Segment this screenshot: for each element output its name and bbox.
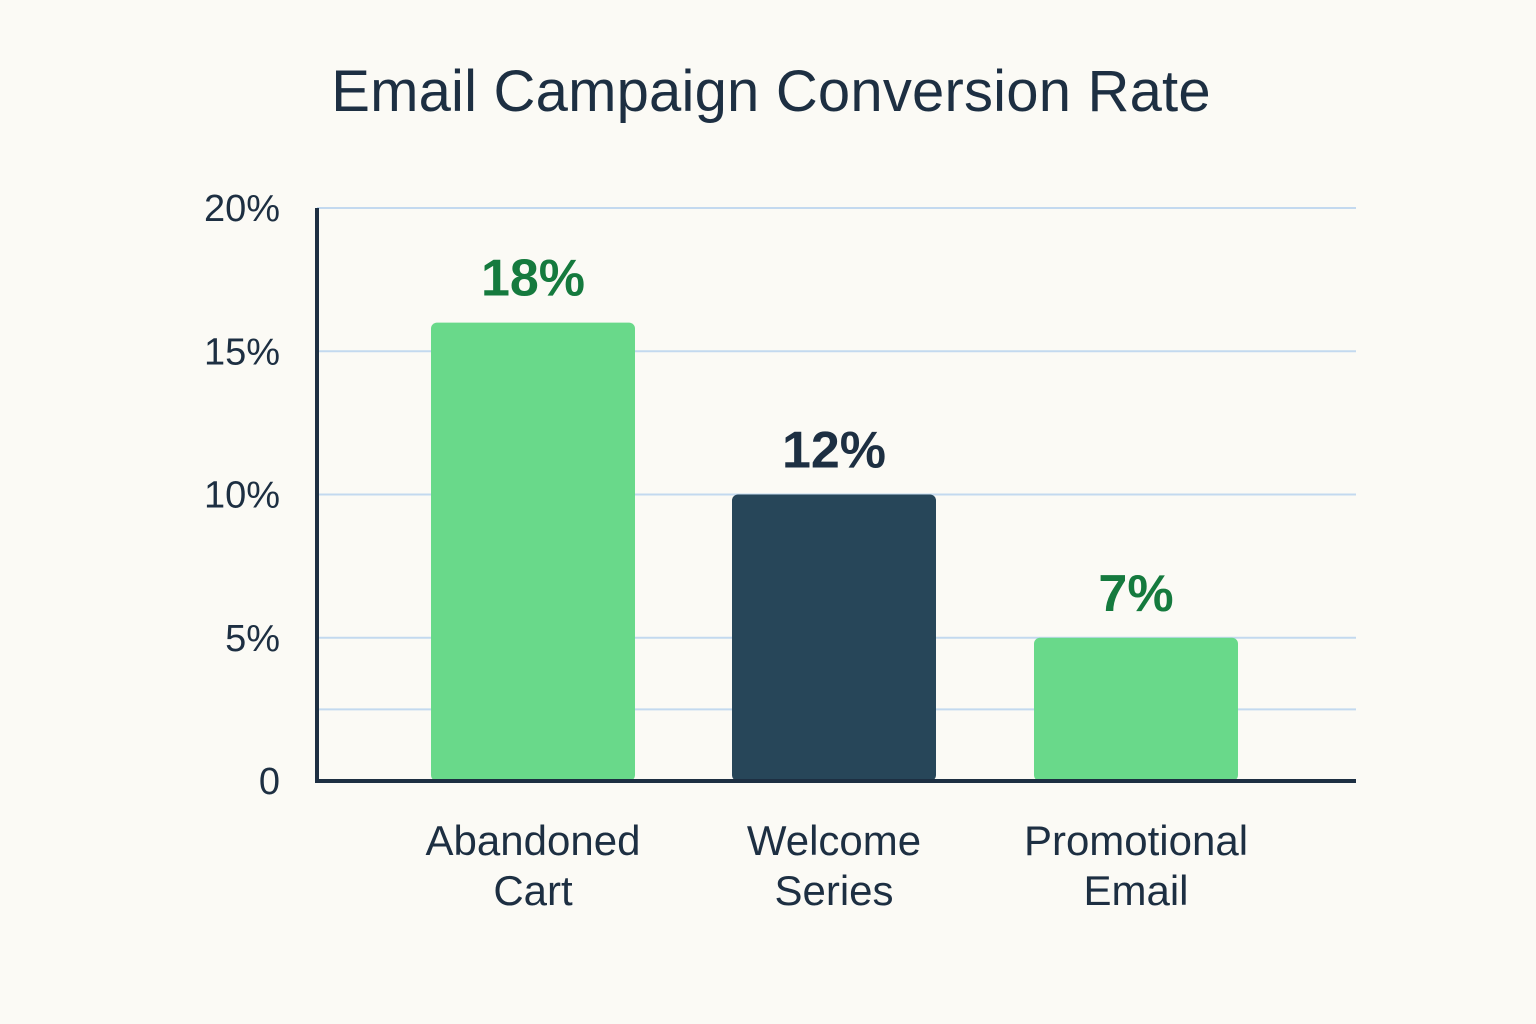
y-tick-label: 10% bbox=[204, 475, 280, 517]
data-label: 12% bbox=[782, 422, 886, 480]
bar-welcome-series bbox=[732, 494, 936, 781]
y-tick-label: 0 bbox=[259, 761, 280, 803]
chart-title: Email Campaign Conversion Rate bbox=[331, 59, 1211, 124]
bar-promotional-email bbox=[1034, 637, 1238, 781]
category-label: Series bbox=[774, 867, 893, 914]
bars bbox=[431, 322, 1238, 781]
bar-abandoned-cart bbox=[431, 322, 635, 781]
axes bbox=[315, 208, 1356, 783]
data-label: 18% bbox=[481, 250, 585, 308]
data-label: 7% bbox=[1098, 565, 1173, 623]
category-label: Email bbox=[1083, 867, 1188, 914]
axes-lines bbox=[315, 208, 1356, 783]
category-label: Promotional bbox=[1024, 817, 1248, 864]
y-tick-label: 5% bbox=[225, 618, 280, 660]
category-label: Welcome bbox=[747, 817, 921, 864]
category-label: Cart bbox=[493, 867, 573, 914]
category-label: Abandoned bbox=[426, 817, 641, 864]
y-tick-label: 15% bbox=[204, 331, 280, 373]
y-tick-label: 20% bbox=[204, 188, 280, 230]
